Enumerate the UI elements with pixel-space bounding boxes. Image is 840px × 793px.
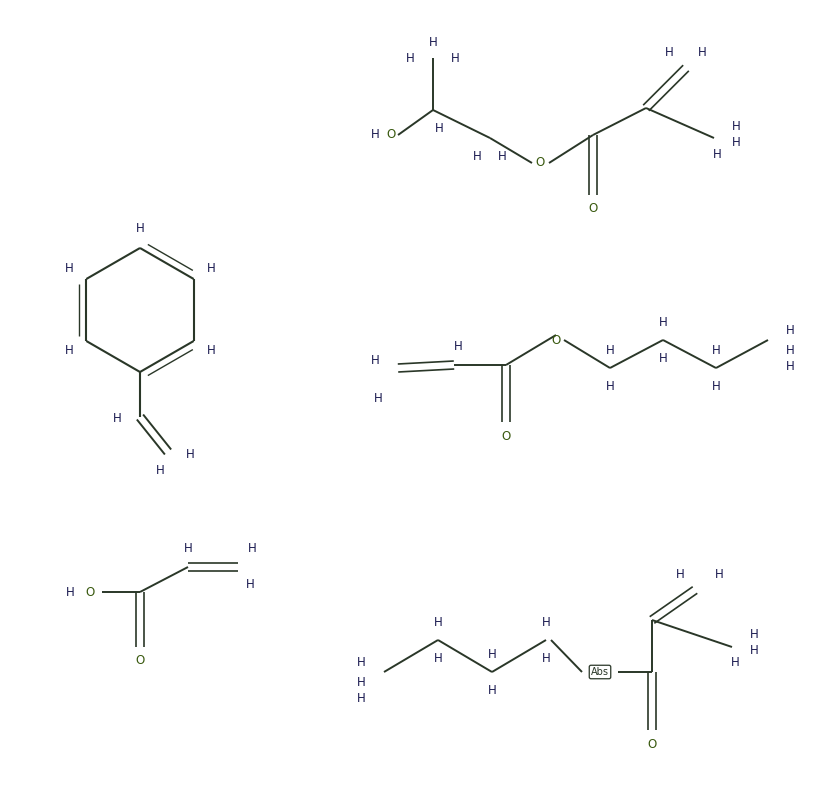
Text: O: O xyxy=(386,128,396,141)
Text: H: H xyxy=(750,629,759,642)
Text: H: H xyxy=(357,656,366,668)
Text: H: H xyxy=(184,542,192,556)
Text: H: H xyxy=(659,316,667,328)
Text: H: H xyxy=(207,344,215,358)
Text: H: H xyxy=(113,412,122,426)
Text: Abs: Abs xyxy=(591,667,609,677)
Text: H: H xyxy=(155,463,165,477)
Text: H: H xyxy=(371,354,380,366)
Text: H: H xyxy=(732,136,741,148)
Text: H: H xyxy=(65,262,73,275)
Text: H: H xyxy=(135,221,144,235)
Text: H: H xyxy=(433,615,443,629)
Text: H: H xyxy=(357,676,366,688)
Text: H: H xyxy=(542,652,550,665)
Text: H: H xyxy=(786,343,795,357)
Text: H: H xyxy=(454,340,462,354)
Text: H: H xyxy=(375,392,383,404)
Text: O: O xyxy=(535,156,544,170)
Text: H: H xyxy=(407,52,415,64)
Text: H: H xyxy=(451,52,459,64)
Text: H: H xyxy=(750,645,759,657)
Text: H: H xyxy=(186,447,195,461)
Text: H: H xyxy=(433,652,443,665)
Text: O: O xyxy=(135,653,144,666)
Text: O: O xyxy=(86,585,95,599)
Text: H: H xyxy=(698,45,706,59)
Text: H: H xyxy=(498,150,507,163)
Text: H: H xyxy=(786,324,795,336)
Text: H: H xyxy=(606,343,614,357)
Text: H: H xyxy=(711,380,721,393)
Text: H: H xyxy=(434,121,444,135)
Text: H: H xyxy=(712,147,722,160)
Text: H: H xyxy=(248,542,257,556)
Text: O: O xyxy=(551,334,560,347)
Text: O: O xyxy=(648,737,657,750)
Text: H: H xyxy=(732,120,741,132)
Text: H: H xyxy=(473,150,482,163)
Text: H: H xyxy=(659,351,667,365)
Text: O: O xyxy=(501,430,511,442)
Text: H: H xyxy=(488,648,496,661)
Text: H: H xyxy=(715,568,724,580)
Text: H: H xyxy=(371,128,380,141)
Text: H: H xyxy=(357,691,366,704)
Text: H: H xyxy=(65,344,73,358)
Text: H: H xyxy=(207,262,215,275)
Text: H: H xyxy=(731,657,739,669)
Text: H: H xyxy=(676,568,685,580)
Text: H: H xyxy=(711,343,721,357)
Text: H: H xyxy=(66,585,75,599)
Text: H: H xyxy=(786,359,795,373)
Text: H: H xyxy=(246,579,255,592)
Text: H: H xyxy=(665,45,674,59)
Text: O: O xyxy=(588,202,597,216)
Text: H: H xyxy=(542,615,550,629)
Text: H: H xyxy=(428,36,438,48)
Text: H: H xyxy=(606,380,614,393)
Text: H: H xyxy=(488,684,496,696)
